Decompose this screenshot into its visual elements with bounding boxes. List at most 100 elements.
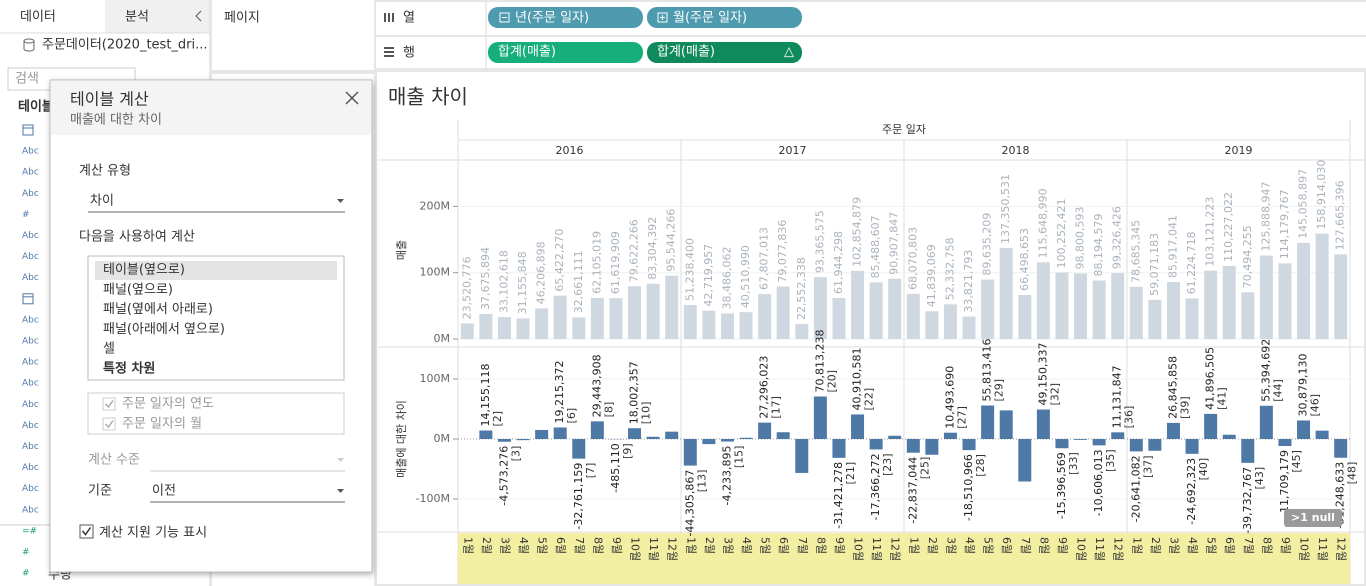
dropdown-value[interactable]: 차이 — [90, 194, 114, 209]
pill-label: 년(주문 일자) — [515, 11, 589, 26]
x-tick-label: 6월 — [554, 537, 567, 554]
bar — [758, 294, 772, 339]
pill[interactable] — [488, 42, 643, 63]
x-tick-label: 1월 — [684, 537, 697, 554]
field-icon: Abc — [22, 484, 39, 494]
x-tick-label: 6월 — [1000, 537, 1013, 554]
pill[interactable] — [647, 42, 802, 63]
pages-shelf — [212, 0, 374, 70]
tab-bg — [105, 0, 209, 33]
bar — [1185, 439, 1199, 454]
index-label: [17] — [770, 396, 783, 419]
value-label: 114,179,767 — [1278, 189, 1291, 259]
bar — [925, 311, 939, 339]
bar — [460, 323, 474, 339]
option[interactable]: 패널(옆으로) — [103, 282, 173, 297]
index-label: [39] — [1178, 396, 1191, 419]
option[interactable]: 셀 — [103, 342, 115, 357]
bar — [962, 439, 976, 451]
value-label: 18,002,357 — [628, 361, 641, 424]
field-icon: Abc — [22, 189, 39, 199]
bar — [1092, 280, 1106, 339]
year-label: 2019 — [1225, 144, 1253, 157]
value-label: 79,622,266 — [628, 219, 641, 282]
bar — [1241, 292, 1255, 339]
bar — [1036, 409, 1050, 439]
bar — [553, 295, 567, 339]
bar — [1315, 233, 1329, 339]
x-tick-label: 11월 — [1316, 537, 1329, 561]
x-tick-label: 2월 — [480, 537, 493, 554]
option[interactable]: 특정 차원 — [103, 361, 155, 377]
dropdown-arrow[interactable] — [337, 489, 344, 493]
bar — [665, 275, 679, 339]
year-label: 2018 — [1002, 144, 1030, 157]
index-label: [6] — [565, 408, 578, 424]
index-label: [48] — [1346, 462, 1359, 485]
bar — [739, 437, 753, 439]
bar — [720, 439, 734, 442]
x-tick-label: 10월 — [852, 537, 865, 561]
x-tick-label: 6월 — [1223, 537, 1236, 554]
y-axis-title: 매출 — [395, 240, 408, 260]
field-icon: =# — [22, 526, 37, 536]
null-indicator-bg[interactable] — [1284, 509, 1342, 527]
bar — [981, 405, 995, 439]
index-label: [36] — [1123, 406, 1136, 429]
option[interactable]: 패널(옆에서 아래로) — [103, 302, 213, 317]
y-tick-label: 0M — [434, 432, 451, 445]
value-label: 41,896,505 — [1204, 347, 1217, 410]
x-tick-label: 3월 — [721, 537, 734, 554]
calendar-icon — [22, 293, 34, 305]
bar — [553, 427, 567, 439]
value-label: 70,813,238 — [813, 330, 826, 393]
x-tick-label: 12월 — [889, 537, 902, 561]
index-label: [46] — [1309, 394, 1322, 417]
bar — [1074, 273, 1088, 339]
tab[interactable]: 데이터 — [20, 10, 56, 25]
dropdown-arrow[interactable] — [337, 199, 344, 203]
x-tick-label: 7월 — [1242, 537, 1255, 554]
value-label: -18,510,966 — [962, 454, 975, 521]
value-label: -39,732,767 — [1241, 467, 1254, 534]
index-label: [2] — [491, 411, 504, 427]
bar — [479, 314, 493, 339]
bar — [925, 439, 939, 455]
collapse-icon[interactable] — [195, 10, 202, 22]
value-label: 85,917,041 — [1166, 215, 1179, 278]
options: 테이블(옆으로) 패널(옆으로) 패널(옆에서 아래로) 패널(아래에서 옆으로) 셀특… — [95, 261, 337, 377]
x-tick-label: 6월 — [777, 537, 790, 554]
bar — [572, 439, 586, 459]
bar — [739, 312, 753, 339]
value-label: 90,907,847 — [888, 212, 901, 275]
value-label: 83,304,392 — [646, 217, 659, 280]
option[interactable]: 테이블(옆으로) — [103, 263, 185, 278]
bar — [1222, 265, 1236, 339]
checkmark — [104, 400, 114, 409]
value-label: 88,194,579 — [1092, 214, 1105, 277]
dialog-header — [51, 81, 371, 135]
null-indicator[interactable]: >1 null — [1291, 511, 1335, 524]
bar — [869, 439, 883, 450]
pill[interactable] — [488, 7, 643, 28]
index-label: [28] — [974, 454, 987, 477]
dropdown-value[interactable]: 이전 — [152, 484, 176, 499]
tab[interactable]: 분석 — [125, 10, 149, 25]
bar — [758, 422, 772, 439]
value-label: 46,206,898 — [535, 241, 548, 304]
field-icon: Abc — [22, 315, 39, 325]
value-label: 158,914,030 — [1315, 160, 1328, 230]
pill[interactable] — [647, 7, 802, 28]
close-button[interactable] — [345, 91, 359, 105]
chart-title: 매출 차이 — [388, 85, 468, 109]
bar — [609, 298, 623, 339]
field-icon: Abc — [22, 505, 39, 515]
value-label: 89,635,209 — [981, 213, 994, 276]
value-label: 10,493,690 — [943, 366, 956, 429]
bar — [646, 283, 660, 339]
bar — [702, 439, 716, 445]
datasource[interactable]: 주문데이터(2020_test_dri... — [42, 38, 208, 53]
x-tick-label: 9월 — [1279, 537, 1292, 554]
option[interactable]: 패널(아래에서 옆으로) — [103, 322, 225, 337]
